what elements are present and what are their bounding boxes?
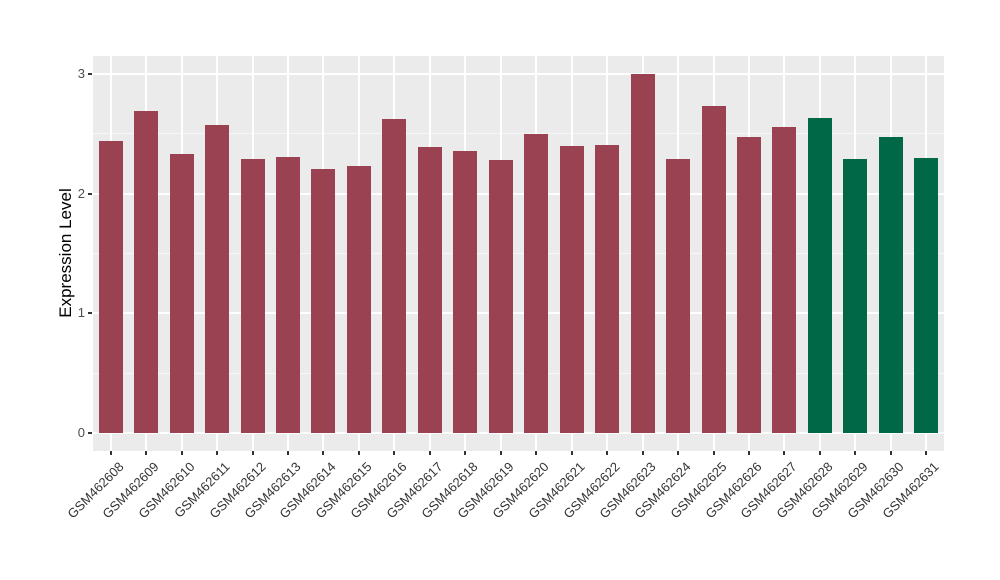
- bar: [524, 133, 549, 434]
- y-tick-mark: [88, 432, 92, 435]
- x-tick-mark: [499, 451, 502, 455]
- bar: [346, 166, 371, 434]
- minor-gridline: [93, 133, 944, 135]
- x-tick-mark: [251, 451, 254, 455]
- bar: [878, 137, 903, 434]
- x-tick-mark: [393, 451, 396, 455]
- x-tick-mark: [712, 451, 715, 455]
- x-tick-mark: [606, 451, 609, 455]
- bar: [240, 158, 265, 434]
- x-tick-mark: [322, 451, 325, 455]
- major-gridline: [93, 312, 944, 315]
- x-tick-mark: [357, 451, 360, 455]
- plot-panel: [93, 56, 944, 451]
- x-tick-mark: [783, 451, 786, 455]
- y-tick-mark: [88, 72, 92, 75]
- y-tick-label: 1: [77, 305, 85, 321]
- y-tick-label: 3: [77, 65, 85, 81]
- y-tick-mark: [88, 192, 92, 195]
- x-tick-mark: [747, 451, 750, 455]
- bar: [807, 118, 832, 434]
- x-tick-mark: [287, 451, 290, 455]
- bar: [488, 160, 513, 434]
- bar: [276, 156, 301, 434]
- x-tick-mark: [570, 451, 573, 455]
- bar: [736, 137, 761, 434]
- bar: [169, 154, 194, 434]
- bar: [914, 157, 939, 434]
- bar: [311, 168, 336, 434]
- bar: [595, 144, 620, 434]
- minor-gridline: [93, 253, 944, 254]
- x-tick-mark: [535, 451, 538, 455]
- x-tick-mark: [216, 451, 219, 455]
- bar: [559, 145, 584, 434]
- bar: [666, 158, 691, 434]
- bar: [630, 73, 655, 434]
- x-tick-mark: [818, 451, 821, 455]
- bar: [134, 111, 159, 434]
- x-tick-mark: [109, 451, 112, 455]
- bar: [417, 146, 442, 434]
- y-tick-mark: [88, 312, 92, 315]
- bar: [701, 106, 726, 434]
- major-gridline: [93, 432, 944, 435]
- x-tick-mark: [854, 451, 857, 455]
- bar: [382, 119, 407, 434]
- y-tick-label: 0: [77, 425, 85, 441]
- minor-gridline: [93, 372, 944, 374]
- bar: [205, 125, 230, 434]
- x-tick-mark: [641, 451, 644, 455]
- bar: [843, 158, 868, 434]
- x-tick-mark: [145, 451, 148, 455]
- x-tick-mark: [677, 451, 680, 455]
- major-gridline: [93, 72, 944, 75]
- x-tick-mark: [464, 451, 467, 455]
- bar: [772, 126, 797, 434]
- bar: [98, 140, 123, 434]
- major-gridline: [93, 192, 944, 195]
- y-axis-title: Expression Level: [56, 188, 75, 318]
- x-tick-mark: [925, 451, 928, 455]
- x-tick-mark: [180, 451, 183, 455]
- y-tick-label: 2: [77, 185, 85, 201]
- bar: [453, 150, 478, 434]
- x-tick-mark: [428, 451, 431, 455]
- x-tick-mark: [889, 451, 892, 455]
